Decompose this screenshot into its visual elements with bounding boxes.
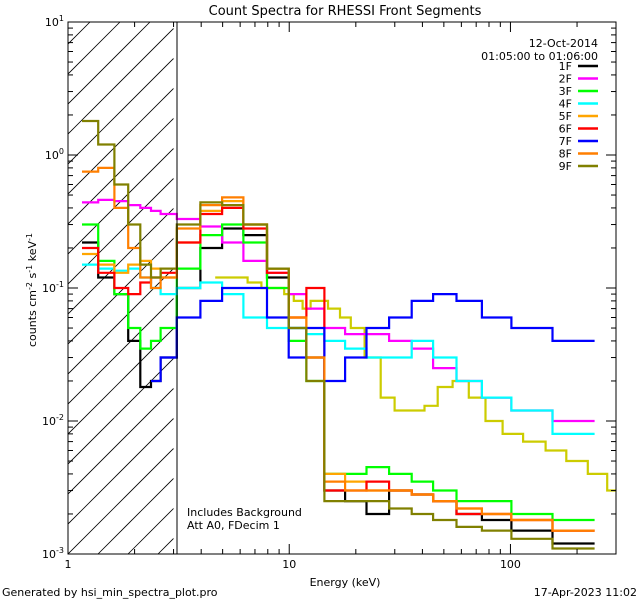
y-tick-label: 10-3: [42, 546, 64, 561]
annotation-attenuator: Att A0, FDecim 1: [187, 519, 280, 532]
series-line-2f: [82, 198, 595, 423]
hatch-line: [68, 27, 174, 135]
legend-label-3f: 3F: [559, 85, 572, 98]
axes: 1 10 100 10-3 10-2 10-1 100 101: [42, 14, 617, 571]
hatch-line: [68, 447, 174, 554]
annotation-background: Includes Background: [187, 506, 302, 519]
x-tick-label: 10: [282, 558, 296, 571]
footer-generated: Generated by hsi_min_spectra_plot.pro: [2, 586, 218, 599]
hatch-line: [68, 87, 174, 195]
chart-title: Count Spectra for RHESSI Front Segments: [209, 4, 482, 19]
legend-label-6f: 6F: [559, 123, 572, 136]
y-tick-label: 10-2: [42, 413, 64, 428]
series-line-5f-bump: [215, 276, 616, 492]
footer-timestamp: 17-Apr-2023 11:02: [534, 586, 637, 599]
series-line-3f: [82, 223, 595, 522]
legend-label-5f: 5F: [559, 110, 572, 123]
series-line-1f: [82, 227, 595, 545]
y-tick-label: 100: [45, 147, 64, 162]
series-line-9f: [82, 119, 595, 550]
legend-label-9f: 9F: [559, 160, 572, 173]
y-tick-label: 101: [45, 14, 64, 29]
hatch-line: [68, 417, 174, 525]
y-tick-label: 10-1: [42, 280, 64, 295]
y-axis-label: counts cm-2 s-1 keV-1: [25, 233, 39, 347]
hatch-line: [68, 207, 174, 315]
legend-label-4f: 4F: [559, 98, 572, 111]
legend-label-2f: 2F: [559, 73, 572, 86]
spectra-series: [82, 119, 616, 550]
series-line-7f: [151, 286, 595, 383]
series-line-8f: [82, 166, 595, 532]
legend-time: 01:05:00 to 01:06:00: [481, 50, 598, 63]
hatch-line: [68, 387, 174, 495]
x-tick-label: 1: [65, 558, 72, 571]
hatch-line: [518, 22, 640, 554]
series-line-4f: [82, 263, 595, 435]
x-tick-label: 100: [500, 558, 521, 571]
legend-label-8f: 8F: [559, 148, 572, 161]
x-axis-label: Energy (keV): [310, 576, 381, 589]
legend-label-1f: 1F: [559, 60, 572, 73]
hatch-line: [68, 57, 174, 165]
legend-date: 12-Oct-2014: [529, 37, 598, 50]
plot-frame: [67, 21, 617, 555]
legend-label-7f: 7F: [559, 135, 572, 148]
